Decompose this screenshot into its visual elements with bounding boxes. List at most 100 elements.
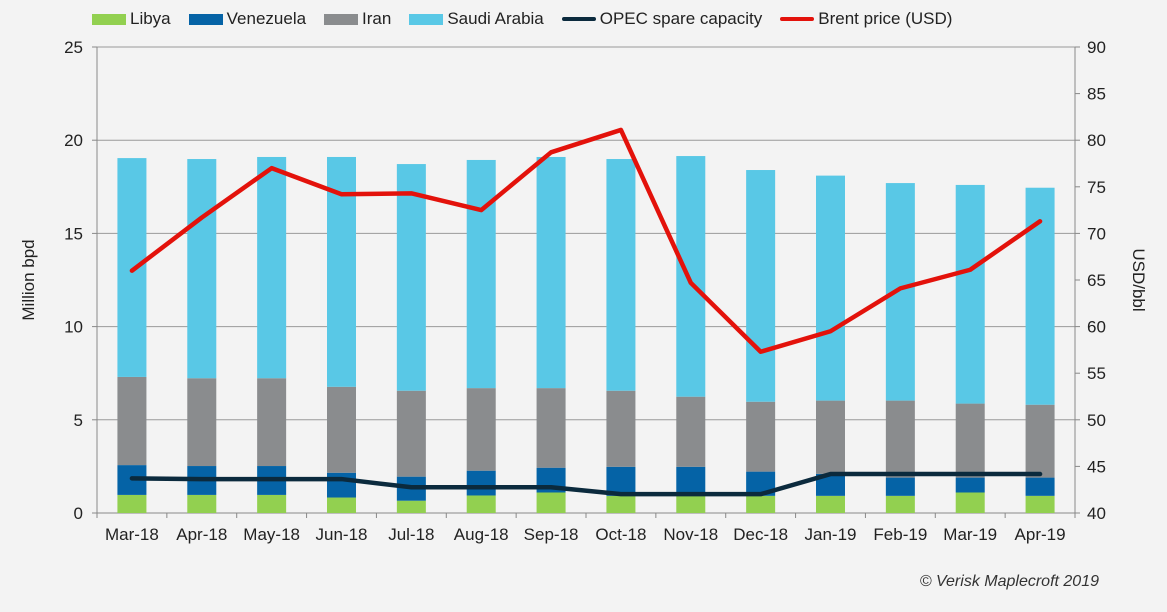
bar-libya (1025, 495, 1055, 513)
x-tick-label: Jan-19 (805, 525, 857, 544)
bar-saudi-arabia (536, 156, 566, 389)
bar-iran (466, 388, 496, 471)
bar-libya (257, 494, 287, 513)
bar-libya (117, 494, 147, 513)
legend-item: Saudi Arabia (409, 9, 544, 29)
bar-iran (536, 388, 566, 468)
x-tick-label: Mar-19 (943, 525, 997, 544)
bar-libya (606, 495, 636, 513)
y2-tick-label: 90 (1087, 38, 1106, 57)
bar-iran (955, 403, 985, 478)
bar-venezuela (885, 477, 915, 496)
bar-iran (187, 378, 217, 467)
y2-tick-label: 70 (1087, 224, 1106, 243)
x-tick-label: Apr-19 (1015, 525, 1066, 544)
legend-label: Venezuela (226, 9, 307, 28)
bar-iran (885, 400, 915, 478)
y2-tick-label: 60 (1087, 318, 1106, 337)
legend-item: Venezuela (188, 9, 307, 29)
y2-tick-label: 45 (1087, 457, 1106, 476)
legend-label: Iran (362, 9, 392, 28)
line-brent-price-usd (129, 127, 1043, 355)
bar-libya (396, 500, 426, 513)
legend-swatch (188, 13, 223, 25)
legend-label: Brent price (USD) (818, 9, 953, 28)
bar-saudi-arabia (187, 159, 217, 379)
y2-tick-label: 80 (1087, 131, 1106, 150)
x-tick-label: Nov-18 (663, 525, 718, 544)
x-tick-label: Sep-18 (524, 525, 579, 544)
x-tick-label: Feb-19 (873, 525, 927, 544)
bar-libya (466, 495, 496, 513)
legend-label: Saudi Arabia (447, 9, 544, 28)
y-tick-label: 5 (74, 411, 83, 430)
x-tick-label: Aug-18 (454, 525, 509, 544)
x-tick-label: Jun-18 (316, 525, 368, 544)
line-opec-spare-capacity (129, 471, 1043, 497)
bar-saudi-arabia (676, 156, 706, 397)
legend-swatch (409, 13, 444, 25)
bar-saudi-arabia (955, 184, 985, 404)
legend-label: Libya (130, 9, 171, 28)
y-tick-label: 25 (64, 38, 83, 57)
bar-iran (1025, 404, 1055, 478)
legend-swatch (324, 13, 359, 25)
legend: Libya Venezuela Iran Saudi Arabia OPEC spare… (92, 9, 970, 29)
bar-libya (676, 495, 706, 513)
legend-swatch (780, 17, 815, 21)
bar-saudi-arabia (466, 159, 496, 389)
y-tick-label: 0 (74, 504, 83, 523)
y2-tick-label: 55 (1087, 364, 1106, 383)
y2-tick-label: 75 (1087, 178, 1106, 197)
bar-libya (816, 495, 845, 513)
y-tick-label: 20 (64, 131, 83, 150)
bar-libya (746, 495, 776, 513)
bar-libya (327, 497, 356, 513)
bar-iran (606, 390, 636, 467)
bar-saudi-arabia (746, 170, 776, 402)
bar-iran (117, 376, 147, 466)
bar-iran (676, 396, 706, 467)
x-tick-label: Mar-18 (105, 525, 159, 544)
bar-iran (327, 386, 356, 473)
legend-swatch (92, 13, 126, 25)
legend-item: OPEC spare capacity (561, 9, 763, 29)
y-tick-label: 10 (64, 318, 83, 337)
bar-venezuela (466, 470, 496, 496)
bar-saudi-arabia (606, 159, 636, 391)
bar-libya (955, 492, 985, 513)
bar-iran (257, 378, 287, 467)
y2-tick-label: 50 (1087, 411, 1106, 430)
x-tick-label: Apr-18 (176, 525, 227, 544)
bar-iran (396, 390, 426, 477)
legend-swatch (561, 17, 596, 21)
bar-libya (885, 495, 915, 513)
legend-item: Libya (92, 9, 171, 29)
bar-saudi-arabia (117, 158, 147, 377)
x-tick-label: Dec-18 (733, 525, 788, 544)
bar-libya (536, 492, 566, 513)
x-tick-label: May-18 (243, 525, 300, 544)
bar-saudi-arabia (816, 175, 845, 401)
bar-venezuela (327, 472, 356, 498)
bar-iran (816, 400, 845, 474)
bar-venezuela (1025, 477, 1055, 496)
copyright: © Verisk Maplecroft 2019 (919, 573, 1099, 590)
legend-label: OPEC spare capacity (599, 9, 763, 28)
x-tick-label: Jul-18 (388, 525, 434, 544)
bar-libya (187, 494, 217, 513)
legend-item: Iran (324, 9, 391, 29)
y-tick-label: 15 (64, 224, 83, 243)
bar-venezuela (816, 473, 845, 496)
bar-saudi-arabia (257, 156, 287, 379)
bar-iran (746, 401, 776, 472)
y2-tick-label: 85 (1087, 85, 1106, 104)
x-tick-label: Oct-18 (595, 525, 646, 544)
bar-venezuela (676, 466, 706, 496)
y-axis-label: Million bpd (19, 239, 38, 320)
legend-item: Brent price (USD) (780, 9, 952, 29)
bar-venezuela (955, 477, 985, 493)
y2-tick-label: 65 (1087, 271, 1106, 290)
y2-tick-label: 40 (1087, 504, 1106, 523)
